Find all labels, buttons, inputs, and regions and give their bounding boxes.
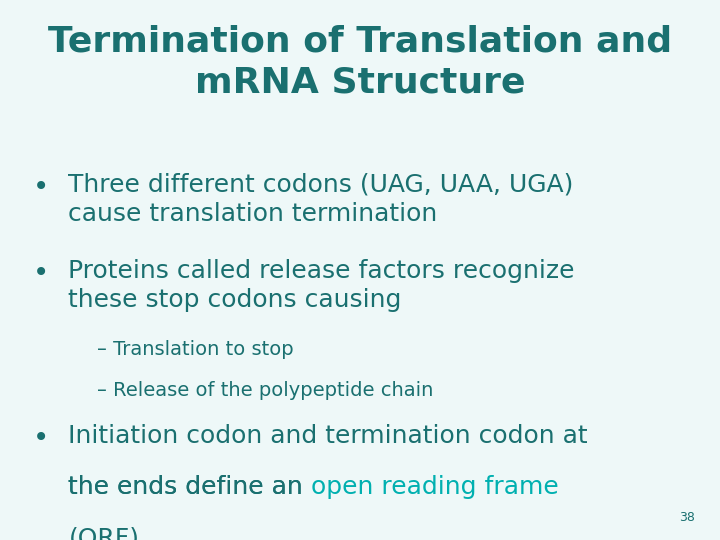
Text: Three different codons (UAG, UAA, UGA)
cause translation termination: Three different codons (UAG, UAA, UGA) c…: [68, 173, 574, 226]
Text: the ends define an: the ends define an: [68, 475, 311, 499]
Text: – Translation to stop: – Translation to stop: [97, 340, 294, 359]
Text: •: •: [32, 424, 49, 452]
Text: Proteins called release factors recognize
these stop codons causing: Proteins called release factors recogniz…: [68, 259, 575, 312]
Text: •: •: [32, 173, 49, 201]
Text: (ORF): (ORF): [68, 526, 140, 540]
Text: the ends define an: the ends define an: [68, 475, 311, 499]
Text: •: •: [32, 259, 49, 287]
Text: Initiation codon and termination codon at: Initiation codon and termination codon a…: [68, 424, 588, 448]
Text: Termination of Translation and
mRNA Structure: Termination of Translation and mRNA Stru…: [48, 24, 672, 99]
Text: – Release of the polypeptide chain: – Release of the polypeptide chain: [97, 381, 433, 400]
Text: open reading frame: open reading frame: [311, 475, 559, 499]
Text: 38: 38: [679, 511, 695, 524]
